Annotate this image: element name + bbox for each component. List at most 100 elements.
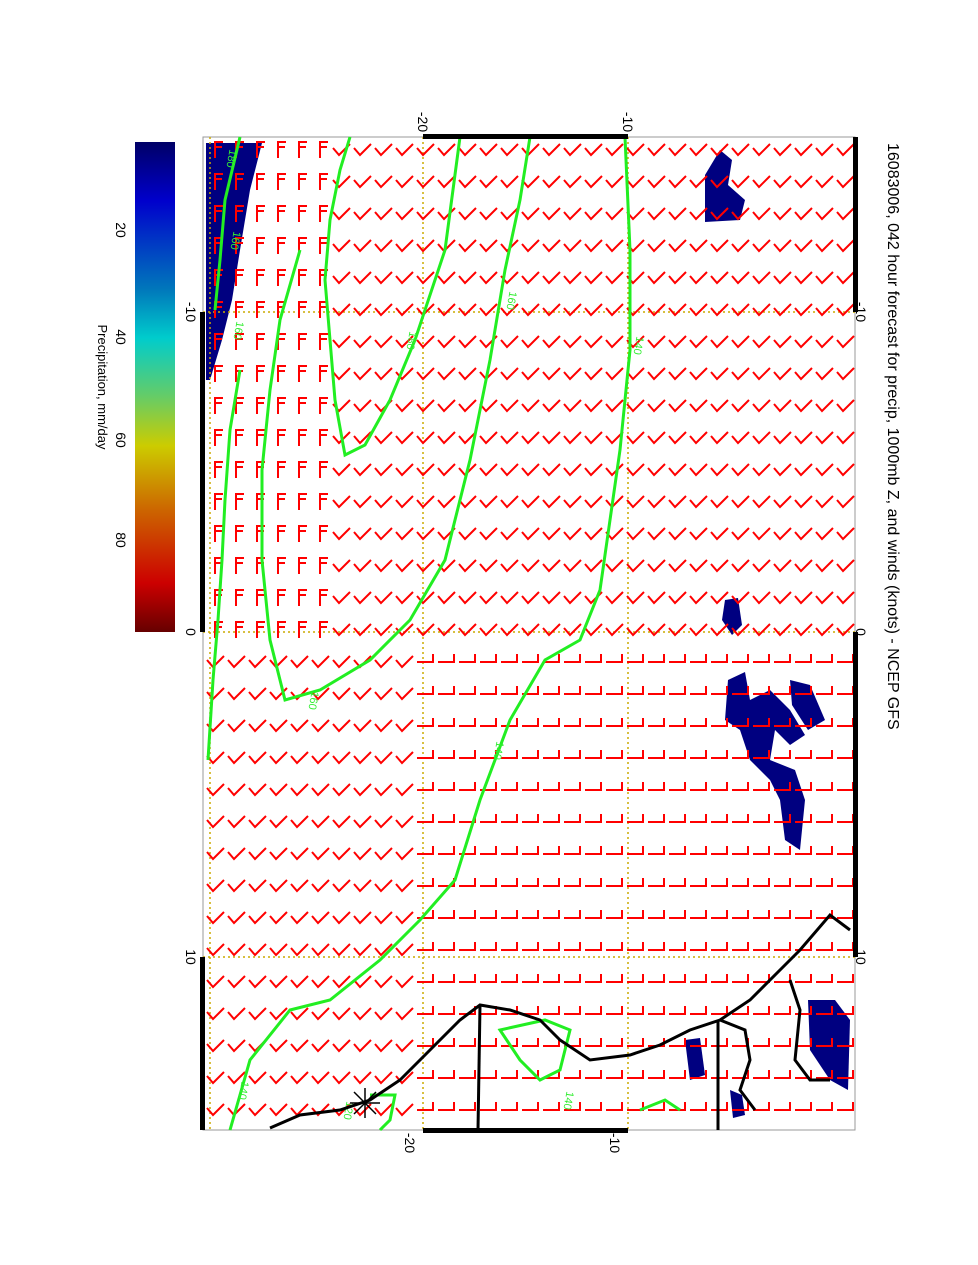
- lon-label-right: 0: [853, 628, 869, 636]
- wind-barb: [298, 333, 307, 350]
- wind-barb: [627, 1038, 644, 1047]
- wind-barb: [816, 750, 833, 759]
- wind-barb: [311, 975, 330, 989]
- wind-barb: [332, 815, 351, 829]
- wind-barb: [731, 591, 750, 605]
- wind-barb: [542, 207, 561, 221]
- wind-barb: [710, 399, 729, 413]
- wind-barb: [816, 782, 833, 791]
- wind-barb: [521, 239, 540, 253]
- wind-barb: [214, 461, 223, 478]
- wind-barb: [227, 719, 246, 733]
- wind-barb: [501, 846, 518, 855]
- wind-barb: [585, 782, 602, 791]
- wind-barb: [563, 399, 582, 413]
- wind-barb: [647, 143, 666, 157]
- wind-barb: [627, 878, 644, 887]
- wind-barb: [332, 431, 351, 445]
- wind-barb: [395, 271, 414, 285]
- wind-barb: [522, 878, 539, 887]
- wind-barb: [753, 718, 770, 727]
- wind-barb: [731, 527, 750, 541]
- wind-barb: [374, 271, 393, 285]
- wind-barb: [668, 303, 687, 317]
- wind-barb: [395, 783, 414, 797]
- wind-barb: [773, 463, 792, 477]
- wind-barb: [235, 461, 244, 478]
- wind-barb: [417, 846, 434, 855]
- wind-barb: [710, 495, 729, 509]
- wind-barb: [563, 559, 582, 573]
- wind-barb: [731, 207, 750, 221]
- wind-barb: [543, 910, 560, 919]
- wind-barb: [816, 686, 833, 695]
- wind-barb: [731, 399, 750, 413]
- wind-barb: [836, 623, 855, 637]
- wind-barb: [773, 591, 792, 605]
- wind-barb: [626, 175, 645, 189]
- wind-barb: [669, 654, 686, 663]
- wind-barb: [605, 623, 624, 637]
- wind-barb: [374, 943, 393, 957]
- wind-barb: [277, 461, 286, 478]
- wind-barb: [332, 719, 351, 733]
- wind-barb: [437, 335, 456, 349]
- wind-barb: [563, 623, 582, 637]
- wind-barb: [648, 910, 665, 919]
- wind-barb: [522, 1006, 539, 1015]
- wind-barb: [689, 463, 708, 477]
- wind-barb: [269, 1071, 288, 1085]
- wind-barb: [647, 431, 666, 445]
- wind-barb: [689, 367, 708, 381]
- wind-barb: [416, 431, 435, 445]
- wind-barb: [794, 431, 813, 445]
- wind-barb: [584, 207, 603, 221]
- wind-barb: [353, 271, 372, 285]
- wind-barb: [585, 942, 602, 951]
- wind-barb: [417, 974, 434, 983]
- wind-barb: [605, 143, 624, 157]
- wind-barb: [647, 175, 666, 189]
- wind-barb: [794, 239, 813, 253]
- wind-barb: [584, 303, 603, 317]
- wind-barb: [374, 335, 393, 349]
- wind-barb: [774, 1102, 791, 1111]
- wind-barb: [627, 846, 644, 855]
- wind-barb: [416, 495, 435, 509]
- wind-barb: [332, 1007, 351, 1021]
- wind-barb: [438, 974, 455, 983]
- wind-barb: [277, 237, 286, 254]
- wind-barb: [248, 783, 267, 797]
- wind-barb: [521, 335, 540, 349]
- wind-barb: [311, 1103, 330, 1117]
- wind-barb: [605, 367, 624, 381]
- wind-barb: [479, 591, 498, 605]
- wind-barb: [710, 431, 729, 445]
- wind-barb: [731, 271, 750, 285]
- axis-frame-bars: [200, 134, 858, 1133]
- wind-barb: [479, 207, 498, 221]
- wind-barb: [374, 1007, 393, 1021]
- wind-barb: [836, 559, 855, 573]
- wind-barb: [501, 750, 518, 759]
- wind-barb: [668, 367, 687, 381]
- wind-barb: [374, 1103, 393, 1117]
- wind-barb: [710, 271, 729, 285]
- wind-barb: [290, 1071, 309, 1085]
- wind-barb: [794, 335, 813, 349]
- wind-barb: [416, 143, 435, 157]
- wind-barb: [311, 943, 330, 957]
- wind-barb: [648, 654, 665, 663]
- wind-barb: [710, 239, 729, 253]
- wind-barb: [710, 623, 729, 637]
- wind-barb: [647, 239, 666, 253]
- wind-barb: [480, 1102, 497, 1111]
- wind-barb: [690, 1038, 707, 1047]
- wind-barb: [606, 1006, 623, 1015]
- wind-barb: [837, 1070, 854, 1079]
- wind-barb: [417, 782, 434, 791]
- wind-barb: [256, 397, 265, 414]
- wind-barb: [795, 782, 812, 791]
- wind-barb: [353, 879, 372, 893]
- wind-barb: [500, 431, 519, 445]
